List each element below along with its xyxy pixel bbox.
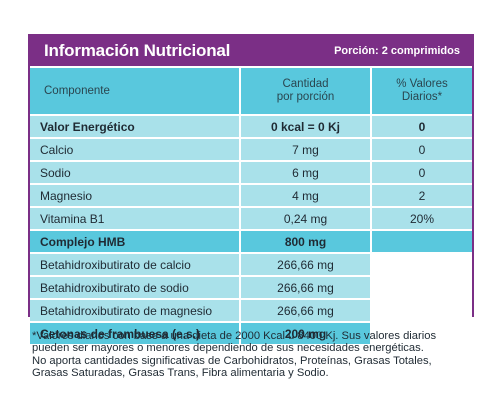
- row-name: Complejo HMB: [30, 231, 241, 252]
- row-daily-value: [372, 323, 472, 344]
- table-row: Betahidroxibutirato de sodio 266,66 mg: [30, 277, 472, 298]
- row-quantity: 4 mg: [241, 185, 372, 206]
- footnote: *Valores diarios con base a una dieta de…: [32, 330, 472, 380]
- table-title: Información Nutricional: [44, 41, 231, 60]
- row-name: Sodio: [30, 162, 241, 183]
- footnote-line: pueden ser mayores o menores dependiendo…: [32, 342, 424, 355]
- row-quantity: 0,24 mg: [241, 208, 372, 229]
- footnote-line: *Valores diarios con base a una dieta de…: [32, 330, 437, 342]
- row-name: Betahidroxibutirato de sodio: [30, 277, 241, 298]
- row-name: Betahidroxibutirato de magnesio: [30, 300, 241, 321]
- table-row: Vitamina B1 0,24 mg 20%: [30, 208, 472, 229]
- table-header: Información Nutricional Porción: 2 compr…: [30, 36, 472, 66]
- column-header-daily-line1: % Valores: [396, 78, 448, 90]
- row-daily-value: [372, 254, 472, 275]
- row-name: Vitamina B1: [30, 208, 241, 229]
- row-daily-value: [372, 300, 472, 321]
- row-daily-value: [372, 277, 472, 298]
- portion-size: Porción: 2 comprimidos: [334, 45, 460, 57]
- row-name: Valor Energético: [30, 116, 241, 137]
- table-row: Valor Energético 0 kcal = 0 Kj 0: [30, 116, 472, 137]
- column-header-quantity-line2: por porción: [276, 91, 335, 103]
- table-body: Valor Energético 0 kcal = 0 Kj 0 Calcio …: [30, 116, 472, 346]
- row-name: Calcio: [30, 139, 241, 160]
- row-name: Magnesio: [30, 185, 241, 206]
- row-quantity: 0 kcal = 0 Kj: [241, 116, 372, 137]
- table-row: Betahidroxibutirato de calcio 266,66 mg: [30, 254, 472, 275]
- row-quantity: 7 mg: [241, 139, 372, 160]
- row-name: Betahidroxibutirato de calcio: [30, 254, 241, 275]
- row-quantity: 266,66 mg: [241, 254, 372, 275]
- row-quantity: 6 mg: [241, 162, 372, 183]
- row-daily-value: 0: [418, 142, 426, 157]
- row-daily-value: 2: [418, 188, 426, 203]
- table-row-section: Cetonas de frambuesa (e.s.) 200 mg: [30, 323, 472, 344]
- row-name: Cetonas de frambuesa (e.s.): [30, 323, 241, 344]
- column-header-daily-value: % Valores Diarios*: [372, 68, 472, 114]
- table-row: Magnesio 4 mg 2: [30, 185, 472, 206]
- row-quantity: 800 mg: [241, 231, 372, 252]
- row-daily-value: 0: [418, 119, 426, 134]
- table-row: Calcio 7 mg 0: [30, 139, 472, 160]
- row-daily-value: 0: [418, 165, 426, 180]
- column-header-quantity: Cantidad por porción: [241, 68, 372, 114]
- nutrition-facts-table: Información Nutricional Porción: 2 compr…: [28, 34, 474, 344]
- table-row: Betahidroxibutirato de magnesio 266,66 m…: [30, 300, 472, 321]
- column-header-daily-line2: Diarios*: [401, 91, 443, 103]
- footnote-line: No aporta cantidades significativas de C…: [32, 354, 432, 367]
- column-header-quantity-line1: Cantidad: [282, 78, 329, 90]
- table-row: Sodio 6 mg 0: [30, 162, 472, 183]
- column-header-component: Componente: [30, 68, 241, 114]
- footnote-line: Grasas Saturadas, Grasas Trans, Fibra al…: [32, 367, 329, 380]
- row-daily-value: [372, 231, 472, 252]
- row-quantity: 266,66 mg: [241, 277, 372, 298]
- column-headers: Componente Cantidad por porción % Valore…: [30, 68, 472, 114]
- row-quantity: 200 mg: [241, 323, 372, 344]
- row-quantity: 266,66 mg: [241, 300, 372, 321]
- row-daily-value: 20%: [409, 211, 435, 226]
- table-row-section: Complejo HMB 800 mg: [30, 231, 472, 252]
